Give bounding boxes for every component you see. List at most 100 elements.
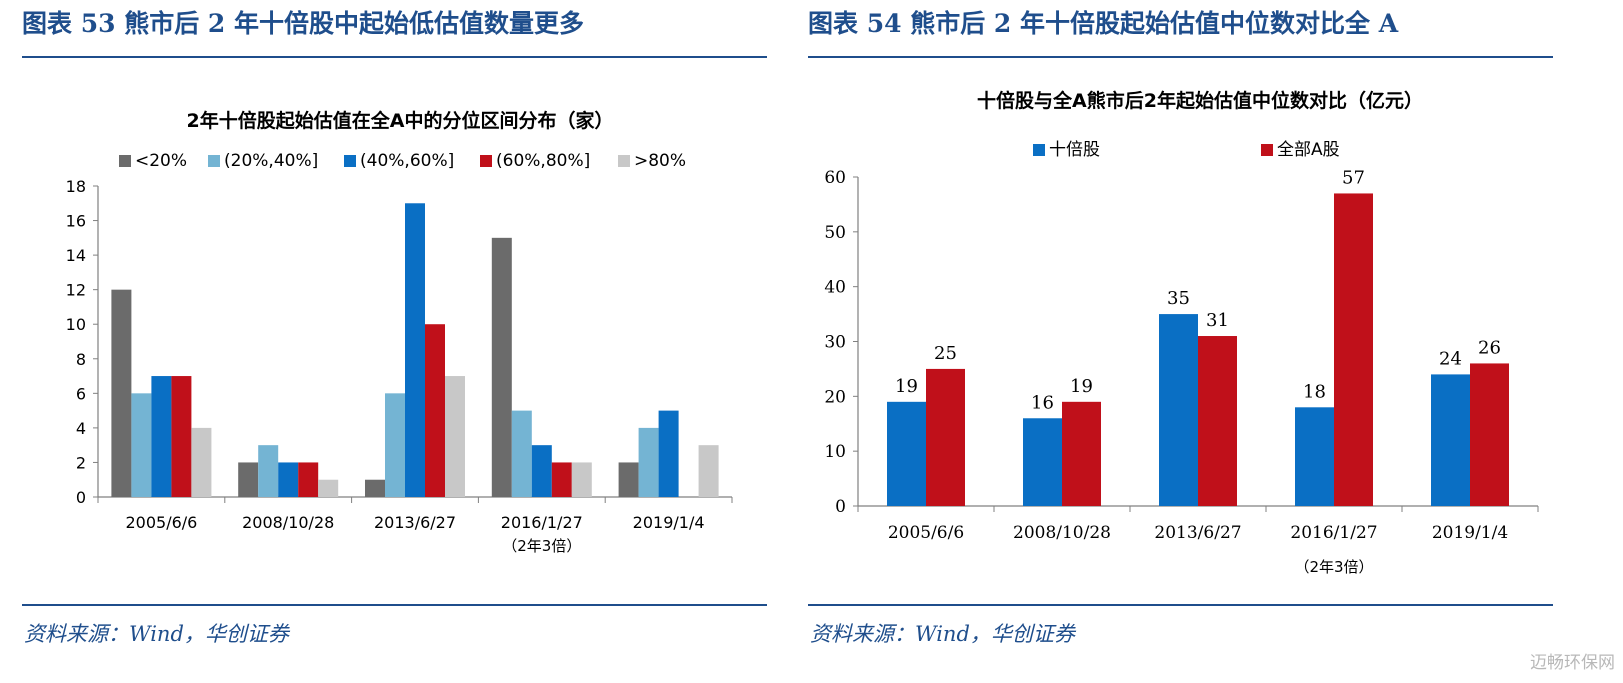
x-tick-label: 2019/1/4 <box>1432 523 1508 543</box>
bar <box>405 203 425 497</box>
legend-label: >80% <box>634 151 686 171</box>
figure-54-panel: 图表 54 熊市后 2 年十倍股起始估值中位数对比全 A 十倍股与全A熊市后2年… <box>808 0 1553 683</box>
data-label: 16 <box>1031 392 1054 413</box>
y-tick-label: 6 <box>76 384 86 403</box>
y-tick-label: 40 <box>824 278 846 298</box>
data-label: 26 <box>1478 337 1501 358</box>
legend-label: (60%,80%] <box>496 151 590 171</box>
bar <box>278 462 299 497</box>
y-tick-label: 10 <box>824 442 846 462</box>
data-label: 57 <box>1342 167 1365 188</box>
bar <box>618 462 639 497</box>
bar <box>1295 407 1334 506</box>
figure-53-top-rule <box>22 56 767 58</box>
y-tick-label: 16 <box>66 212 86 231</box>
bar <box>638 427 659 497</box>
bar <box>698 445 719 497</box>
bar <box>365 479 385 497</box>
bar <box>491 237 512 498</box>
legend-label: 全部A股 <box>1277 140 1340 160</box>
bar <box>385 393 405 497</box>
legend-label: 十倍股 <box>1049 140 1100 160</box>
category-note: （2年3倍） <box>502 537 581 555</box>
bar <box>1023 418 1062 506</box>
y-tick-label: 30 <box>824 333 846 353</box>
figure-54-source: 资料来源：Wind，华创证券 <box>810 622 1075 646</box>
legend-swatch <box>1033 144 1045 156</box>
bar <box>1431 374 1470 506</box>
legend-label: <20% <box>135 151 187 171</box>
legend-swatch <box>480 155 492 167</box>
legend-label: (40%,60%] <box>360 151 454 171</box>
watermark: 迈畅环保网 <box>1530 653 1615 673</box>
x-tick-label: 2008/10/28 <box>1013 523 1111 543</box>
legend-swatch <box>1261 144 1273 156</box>
y-tick-label: 8 <box>76 350 86 369</box>
legend-label: (20%,40%] <box>224 151 318 171</box>
y-tick-label: 4 <box>76 419 86 438</box>
bar <box>171 376 192 497</box>
bar <box>926 368 965 506</box>
bar <box>425 324 445 497</box>
figure-53-title: 图表 53 熊市后 2 年十倍股中起始低估值数量更多 <box>22 9 585 38</box>
bar <box>551 462 572 497</box>
chart-title: 十倍股与全A熊市后2年起始估值中位数对比（亿元） <box>977 89 1423 112</box>
bar <box>1470 363 1509 506</box>
y-tick-label: 0 <box>76 488 86 507</box>
y-tick-label: 50 <box>824 223 846 243</box>
figure-53-source: 资料来源：Wind，华创证券 <box>24 622 289 646</box>
y-tick-label: 14 <box>66 246 86 265</box>
data-label: 19 <box>895 376 918 397</box>
bar <box>258 445 279 497</box>
x-tick-label: 2019/1/4 <box>633 513 705 532</box>
bar <box>298 462 319 497</box>
bar <box>658 410 679 497</box>
y-tick-label: 60 <box>824 168 846 188</box>
y-tick-label: 12 <box>66 281 86 300</box>
data-label: 25 <box>934 343 957 364</box>
y-tick-label: 10 <box>66 315 86 334</box>
bar <box>1334 193 1373 506</box>
chart-title: 2年十倍股起始估值在全A中的分位区间分布（家） <box>187 109 614 132</box>
bar <box>531 445 552 497</box>
bar <box>111 289 132 497</box>
bar <box>445 376 465 497</box>
bar <box>238 462 259 497</box>
median-valuation-chart: 十倍股与全A熊市后2年起始估值中位数对比（亿元） 十倍股 全部A股 0 10 20 30 40… <box>824 89 1539 576</box>
x-tick-label: 2008/10/28 <box>242 513 334 532</box>
data-label: 18 <box>1303 381 1326 402</box>
y-tick-label: 18 <box>66 177 86 196</box>
figure-54-top-rule <box>808 56 1553 58</box>
x-tick-label: 2005/6/6 <box>888 523 964 543</box>
bar <box>191 427 212 497</box>
bar <box>1062 401 1101 506</box>
x-tick-label: 2013/6/27 <box>374 513 456 532</box>
legend-swatch <box>618 155 630 167</box>
bar <box>571 462 592 497</box>
bar <box>1198 336 1237 506</box>
figure-54-bottom-rule <box>808 604 1553 606</box>
percentile-distribution-chart: 2年十倍股起始估值在全A中的分位区间分布（家）<20% (20%,40%] (40%… <box>66 109 733 555</box>
figure-53-panel: 图表 53 熊市后 2 年十倍股中起始低估值数量更多 2年十倍股起始估值在全A中… <box>22 0 767 683</box>
bar <box>1159 314 1198 506</box>
bar <box>887 401 926 506</box>
y-tick-label: 20 <box>824 387 846 407</box>
y-tick-label: 2 <box>76 453 86 472</box>
y-tick-label: 0 <box>835 497 846 517</box>
data-label: 35 <box>1167 288 1190 309</box>
x-tick-label: 2013/6/27 <box>1154 523 1241 543</box>
legend-swatch <box>208 155 220 167</box>
legend-swatch <box>344 155 356 167</box>
category-note: （2年3倍） <box>1294 558 1373 576</box>
bar <box>151 376 172 497</box>
legend-swatch <box>119 155 131 167</box>
figure-54-title: 图表 54 熊市后 2 年十倍股起始估值中位数对比全 A <box>808 9 1399 38</box>
data-label: 24 <box>1439 348 1462 369</box>
bar <box>131 393 152 497</box>
x-tick-label: 2016/1/27 <box>501 513 583 532</box>
x-tick-label: 2016/1/27 <box>1290 523 1377 543</box>
bar <box>318 479 339 497</box>
figure-53-bottom-rule <box>22 604 767 606</box>
data-label: 31 <box>1206 310 1229 331</box>
bar <box>511 410 532 497</box>
